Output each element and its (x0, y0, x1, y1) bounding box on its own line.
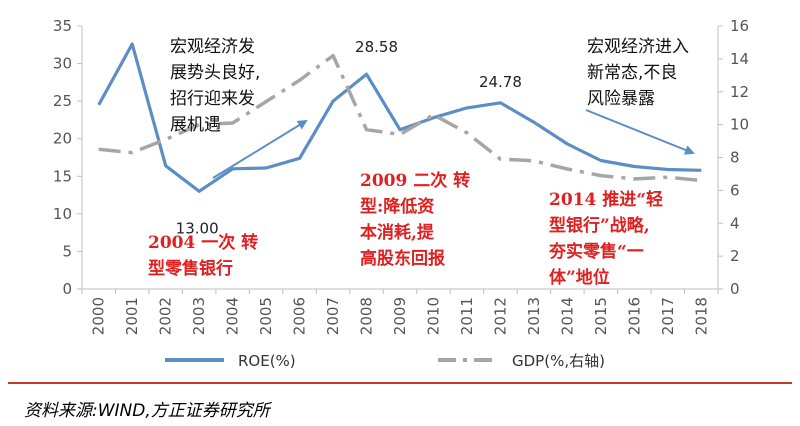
roe-series-line (97, 42, 702, 193)
x-tick-label: 2018 (692, 297, 710, 335)
x-tick-label: 2014 (558, 297, 576, 335)
left-tick-label: 35 (53, 17, 72, 35)
x-tick-label: 2016 (625, 297, 643, 335)
right-tick-label: 6 (730, 181, 740, 199)
annotation-phase1-text: 宏观经济发 (170, 37, 255, 57)
annotation-red-2009: 高股东回报 (360, 248, 445, 269)
left-tick-label: 0 (62, 280, 72, 298)
labels-layer: 13.00 28.58 24.78 (176, 38, 522, 237)
annotation-red-2014: 2014 推进“轻 (549, 189, 663, 210)
x-tick-label: 2012 (491, 297, 509, 335)
annotation-phase2-text: 风险暴露 (587, 89, 655, 109)
left-tick-label: 15 (53, 167, 72, 185)
x-tick-label: 2013 (525, 297, 543, 335)
left-tick-label: 30 (53, 55, 72, 73)
x-tick-label: 2017 (659, 297, 677, 335)
data-label: 13.00 (176, 219, 219, 237)
trend-arrow-up (212, 119, 308, 179)
source-note: 资料来源:WIND,方正证券研究所 (24, 401, 270, 421)
x-tick-label: 2002 (157, 297, 175, 335)
x-tick-label: 2003 (190, 297, 208, 335)
x-tick-label: 2004 (224, 297, 242, 335)
x-tick-label: 2000 (90, 297, 108, 335)
data-label: 24.78 (479, 73, 522, 91)
annotation-phase2-text: 宏观经济进入 (587, 37, 689, 57)
source-divider (8, 382, 792, 384)
right-tick-label: 0 (730, 280, 740, 298)
x-tick-label: 2001 (123, 297, 141, 335)
x-tick-label: 2009 (391, 297, 409, 335)
gdp-series-line (98, 53, 702, 183)
annotation-red-2009: 本消耗,提 (360, 222, 435, 243)
annotation-red-2014: 夯实零售“一 (548, 241, 644, 262)
right-tick-label: 16 (730, 17, 749, 35)
left-tick-label: 25 (53, 92, 72, 110)
left-tick-label: 5 (62, 242, 72, 260)
annotation-phase1-text: 展机遇 (170, 115, 221, 135)
x-tick-label: 2006 (291, 297, 309, 335)
legend-gdp-label: GDP(%,右轴) (512, 352, 605, 370)
x-tick-label: 2011 (458, 297, 476, 335)
legend-roe-label: ROE(%) (238, 352, 296, 370)
x-tick-label: 2010 (424, 297, 442, 335)
annotation-red-2004: 2004 一次 转 (148, 232, 258, 253)
x-tick-label: 2008 (358, 297, 376, 335)
right-tick-label: 2 (730, 247, 740, 265)
right-tick-label: 8 (730, 149, 740, 167)
right-tick-label: 4 (730, 214, 740, 232)
annotation-red-2009: 2009 二次 转 (360, 170, 470, 191)
trend-arrow-down (585, 109, 695, 155)
annotation-phase1-text: 展势头良好, (170, 63, 260, 83)
right-tick-label: 10 (730, 116, 749, 134)
series-layer (97, 42, 702, 193)
annotation-red-2009: 型:降低资 (360, 196, 434, 217)
axes: 0 5 10 15 20 25 30 35 0 2 4 6 8 10 12 14 16 2000 2001 2002 2… (53, 17, 749, 335)
right-tick-label: 14 (730, 50, 749, 68)
data-label: 28.58 (355, 38, 398, 56)
x-tick-label: 2005 (257, 297, 275, 335)
right-tick-label: 12 (730, 83, 749, 101)
left-tick-label: 10 (53, 205, 72, 223)
annotation-red-2014: 体”地位 (549, 267, 610, 288)
annotation-red-2004: 型零售银行 (148, 258, 233, 279)
left-tick-label: 20 (53, 130, 72, 148)
x-tick-label: 2015 (592, 297, 610, 335)
annotation-phase1-text: 招行迎来发 (170, 89, 255, 109)
x-tick-label: 2007 (324, 297, 342, 335)
legend: ROE(%) GDP(%,右轴) (165, 352, 605, 370)
annotation-phase2-text: 新常态,不良 (587, 63, 677, 83)
annotation-red-2014: 型银行”战略, (549, 215, 650, 236)
